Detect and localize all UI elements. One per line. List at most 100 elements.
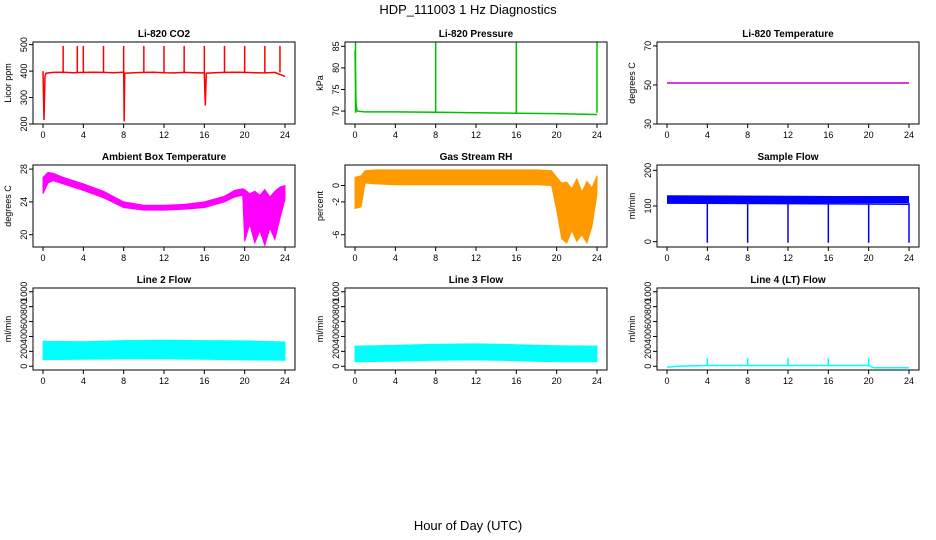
panel-title: Line 3 Flow	[449, 275, 504, 286]
x-axis-label: Hour of Day (UTC)	[413, 518, 523, 533]
y-axis-label: ml/min	[627, 193, 637, 220]
x-tick-label: 0	[664, 130, 669, 140]
x-tick-label: 16	[199, 130, 209, 140]
y-tick-label: 1000	[643, 282, 653, 302]
x-tick-label: 12	[783, 130, 793, 140]
x-tick-label: 0	[352, 130, 357, 140]
panel-5: Gas Stream RH 0 4 8 12 16 20 24 -6 -2 0 percent	[315, 152, 608, 263]
series-line	[666, 364, 909, 369]
y-tick-label: 100	[643, 198, 653, 213]
x-tick-label: 16	[511, 253, 521, 263]
x-tick-label: 20	[240, 253, 250, 263]
x-tick-label: 0	[664, 253, 669, 263]
x-tick-label: 8	[433, 376, 438, 386]
y-tick-label: 0	[331, 183, 341, 188]
x-tick-label: 20	[240, 376, 250, 386]
y-tick-label: 50	[643, 80, 653, 90]
x-tick-label: 8	[745, 376, 750, 386]
x-tick-label: 4	[81, 130, 86, 140]
x-tick-label: 24	[592, 130, 602, 140]
x-tick-label: 0	[352, 253, 357, 263]
y-tick-label: 24	[19, 197, 29, 207]
x-tick-label: 0	[664, 376, 669, 386]
y-tick-label: 200	[643, 344, 653, 359]
y-tick-label: 80	[331, 63, 341, 73]
panel-3: Li-820 Temperature 0 4 8 12 16 20 24 30 50 70 degre…	[627, 29, 920, 140]
x-tick-label: 8	[745, 253, 750, 263]
y-tick-label: 600	[19, 314, 29, 329]
panel-6: Sample Flow 0 4 8 12 16 20 24 0 100 200 ml/min	[627, 152, 920, 263]
panel-title: Li-820 CO2	[138, 29, 191, 40]
y-tick-label: 300	[19, 90, 29, 105]
y-tick-label: 600	[331, 314, 341, 329]
y-axis-label: percent	[315, 190, 325, 221]
x-tick-label: 8	[433, 130, 438, 140]
x-tick-label: 12	[471, 130, 481, 140]
panel-title: Li-820 Pressure	[439, 29, 514, 40]
x-tick-label: 8	[121, 376, 126, 386]
x-tick-label: 20	[552, 253, 562, 263]
x-tick-label: 16	[823, 130, 833, 140]
x-tick-label: 20	[864, 376, 874, 386]
x-tick-label: 20	[552, 130, 562, 140]
panel-1: Li-820 CO2 0 4 8 12 16 20 24 200 300 400 500 Licor p…	[3, 29, 296, 140]
y-tick-label: 20	[19, 230, 29, 240]
x-tick-label: 16	[823, 253, 833, 263]
x-tick-label: 4	[81, 253, 86, 263]
panel-title: Gas Stream RH	[440, 152, 513, 163]
y-axis-label: ml/min	[627, 316, 637, 343]
panel-4: Ambient Box Temperature 0 4 8 12 16 20 24 20 24 28…	[3, 152, 296, 263]
panel-9: Line 4 (LT) Flow 0 4 8 12 16 20 24 0 200400600800…	[627, 275, 920, 386]
y-axis-label: ml/min	[3, 316, 13, 343]
y-tick-label: 0	[643, 239, 653, 244]
x-tick-label: 24	[904, 253, 914, 263]
y-axis-label: kPa	[315, 75, 325, 91]
panel-title: Li-820 Temperature	[742, 29, 834, 40]
x-tick-label: 8	[745, 130, 750, 140]
x-tick-label: 4	[81, 376, 86, 386]
panel-2: Li-820 Pressure 0 4 8 12 16 20 24 70 75 80 85 kPa	[315, 29, 608, 140]
x-tick-label: 0	[352, 376, 357, 386]
data-band	[354, 169, 598, 245]
y-tick-label: 0	[643, 364, 653, 369]
x-tick-label: 4	[705, 130, 710, 140]
y-tick-label: 30	[643, 119, 653, 129]
data-band	[42, 171, 286, 248]
x-tick-label: 16	[823, 376, 833, 386]
figure-title: HDP_111003 1 Hz Diagnostics	[379, 2, 557, 17]
y-tick-label: 1000	[19, 282, 29, 302]
x-tick-label: 8	[121, 253, 126, 263]
y-tick-label: 70	[331, 106, 341, 116]
x-tick-label: 20	[864, 130, 874, 140]
y-tick-label: 0	[331, 364, 341, 369]
x-tick-label: 24	[592, 376, 602, 386]
x-tick-label: 20	[864, 253, 874, 263]
data-band	[354, 343, 598, 363]
series-line	[42, 71, 286, 122]
x-tick-label: 0	[40, 376, 45, 386]
x-tick-label: 8	[433, 253, 438, 263]
y-tick-label: 400	[19, 64, 29, 79]
y-tick-label: 800	[331, 299, 341, 314]
x-tick-label: 24	[280, 376, 290, 386]
y-tick-label: 200	[331, 344, 341, 359]
y-tick-label: 200	[19, 116, 29, 131]
y-tick-label: 1000	[331, 282, 341, 302]
y-tick-label: 200	[19, 344, 29, 359]
x-tick-label: 20	[240, 130, 250, 140]
series-line	[354, 50, 597, 116]
x-tick-label: 12	[159, 253, 169, 263]
x-tick-label: 0	[40, 130, 45, 140]
y-tick-label: 800	[19, 299, 29, 314]
x-tick-label: 12	[159, 130, 169, 140]
data-band	[42, 339, 286, 361]
y-tick-label: 75	[331, 84, 341, 94]
y-tick-label: 28	[19, 164, 29, 174]
x-tick-label: 24	[904, 130, 914, 140]
x-tick-label: 12	[471, 253, 481, 263]
x-tick-label: 12	[783, 253, 793, 263]
y-axis-label: Licor ppm	[3, 63, 13, 103]
panel-title: Line 4 (LT) Flow	[750, 275, 826, 286]
